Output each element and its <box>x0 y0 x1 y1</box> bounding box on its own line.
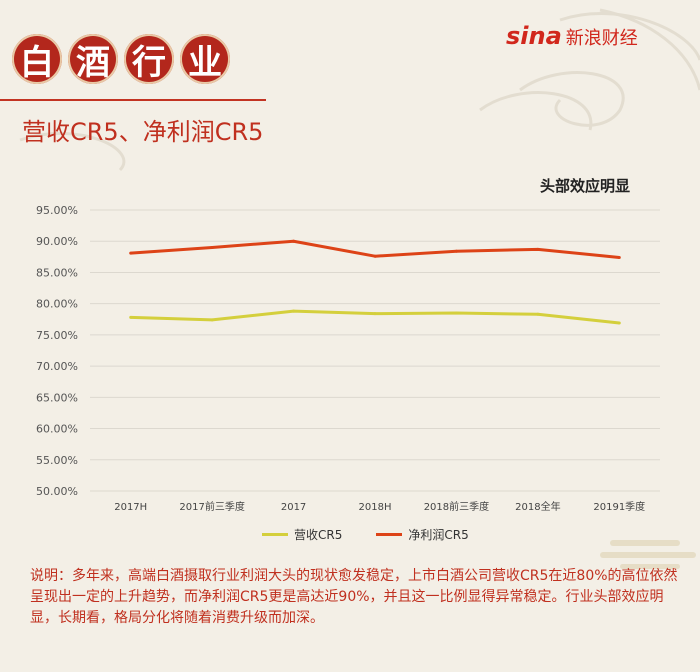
data-point <box>617 321 621 325</box>
data-point <box>210 318 214 322</box>
data-point <box>536 247 540 251</box>
y-tick-label: 90.00% <box>36 235 78 248</box>
data-point <box>129 315 133 319</box>
y-tick-label: 70.00% <box>36 360 78 373</box>
chart-title: 头部效应明显 <box>540 177 631 195</box>
data-point <box>373 312 377 316</box>
data-point <box>536 312 540 316</box>
data-point <box>292 309 296 313</box>
decorative-cloud-icon <box>600 540 696 569</box>
section-title: 白 酒 行 业 <box>12 34 230 84</box>
title-divider <box>0 99 266 101</box>
y-tick-label: 65.00% <box>36 391 78 404</box>
legend-swatch-profit <box>376 533 403 536</box>
title-char: 行 <box>124 34 174 84</box>
line-chart: 95.00% 90.00% 85.00% 80.00% 75.00% 70.00% 65.0… <box>36 204 660 513</box>
data-point <box>454 249 458 253</box>
legend-label: 营收CR5 <box>294 528 343 542</box>
y-tick-label: 60.00% <box>36 423 78 436</box>
legend-item-revenue: 营收CR5 <box>262 526 342 543</box>
title-char: 酒 <box>68 34 118 84</box>
y-tick-label: 80.00% <box>36 298 78 311</box>
x-tick-label: 2017H <box>114 502 147 513</box>
data-point <box>210 245 214 249</box>
y-tick-label: 55.00% <box>36 454 78 467</box>
data-point <box>454 311 458 315</box>
sina-finance-logo: sina 新浪财经 <box>506 22 638 50</box>
data-point <box>129 251 133 255</box>
x-tick-label: 2017前三季度 <box>179 500 244 513</box>
legend-label: 净利润CR5 <box>408 528 469 542</box>
chart-legend: 营收CR5 净利润CR5 <box>262 526 469 543</box>
page-subtitle: 营收CR5、净利润CR5 <box>22 118 264 146</box>
data-point <box>373 254 377 258</box>
y-tick-label: 75.00% <box>36 329 78 342</box>
logo-sina-wordmark: sina <box>506 22 562 50</box>
x-tick-label: 2017 <box>281 502 306 513</box>
title-char: 业 <box>180 34 230 84</box>
explanation-note: 说明：多年来，高端白酒摄取行业利润大头的现状愈发稳定，上市白酒公司营收CR5在近… <box>30 568 678 626</box>
legend-item-profit: 净利润CR5 <box>376 526 469 543</box>
y-tick-label: 50.00% <box>36 485 78 498</box>
data-point <box>617 255 621 259</box>
y-tick-label: 95.00% <box>36 204 78 217</box>
x-tick-label: 2018全年 <box>515 500 560 513</box>
y-tick-label: 85.00% <box>36 266 78 279</box>
x-tick-label: 2018前三季度 <box>424 500 489 513</box>
logo-text: 新浪财经 <box>565 28 638 49</box>
title-char: 白 <box>12 34 62 84</box>
x-tick-label: 2018H <box>359 502 392 513</box>
data-point <box>292 239 296 243</box>
legend-swatch-revenue <box>262 533 288 536</box>
x-tick-label: 20191季度 <box>593 500 645 513</box>
